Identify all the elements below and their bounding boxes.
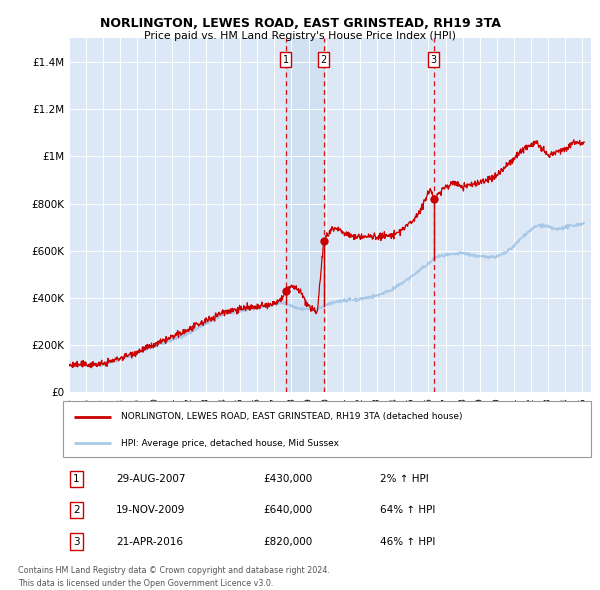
Text: 64% ↑ HPI: 64% ↑ HPI [380,506,435,515]
Text: 1: 1 [283,55,289,65]
Text: 21-APR-2016: 21-APR-2016 [116,536,183,546]
Text: 3: 3 [430,55,437,65]
Text: £820,000: £820,000 [263,536,313,546]
Text: 19-NOV-2009: 19-NOV-2009 [116,506,185,515]
Text: £640,000: £640,000 [263,506,313,515]
Text: 29-AUG-2007: 29-AUG-2007 [116,474,185,484]
Text: 46% ↑ HPI: 46% ↑ HPI [380,536,435,546]
Text: NORLINGTON, LEWES ROAD, EAST GRINSTEAD, RH19 3TA (detached house): NORLINGTON, LEWES ROAD, EAST GRINSTEAD, … [121,412,463,421]
Text: 2% ↑ HPI: 2% ↑ HPI [380,474,428,484]
Text: £430,000: £430,000 [263,474,313,484]
Text: 2: 2 [73,506,80,515]
Text: Contains HM Land Registry data © Crown copyright and database right 2024.: Contains HM Land Registry data © Crown c… [18,566,330,575]
Text: 3: 3 [73,536,80,546]
Text: 1: 1 [73,474,80,484]
Text: This data is licensed under the Open Government Licence v3.0.: This data is licensed under the Open Gov… [18,579,274,588]
Text: Price paid vs. HM Land Registry's House Price Index (HPI): Price paid vs. HM Land Registry's House … [144,31,456,41]
Bar [286,38,323,392]
Text: 2: 2 [320,55,327,65]
Text: NORLINGTON, LEWES ROAD, EAST GRINSTEAD, RH19 3TA: NORLINGTON, LEWES ROAD, EAST GRINSTEAD, … [100,17,500,30]
Text: HPI: Average price, detached house, Mid Sussex: HPI: Average price, detached house, Mid … [121,439,339,448]
